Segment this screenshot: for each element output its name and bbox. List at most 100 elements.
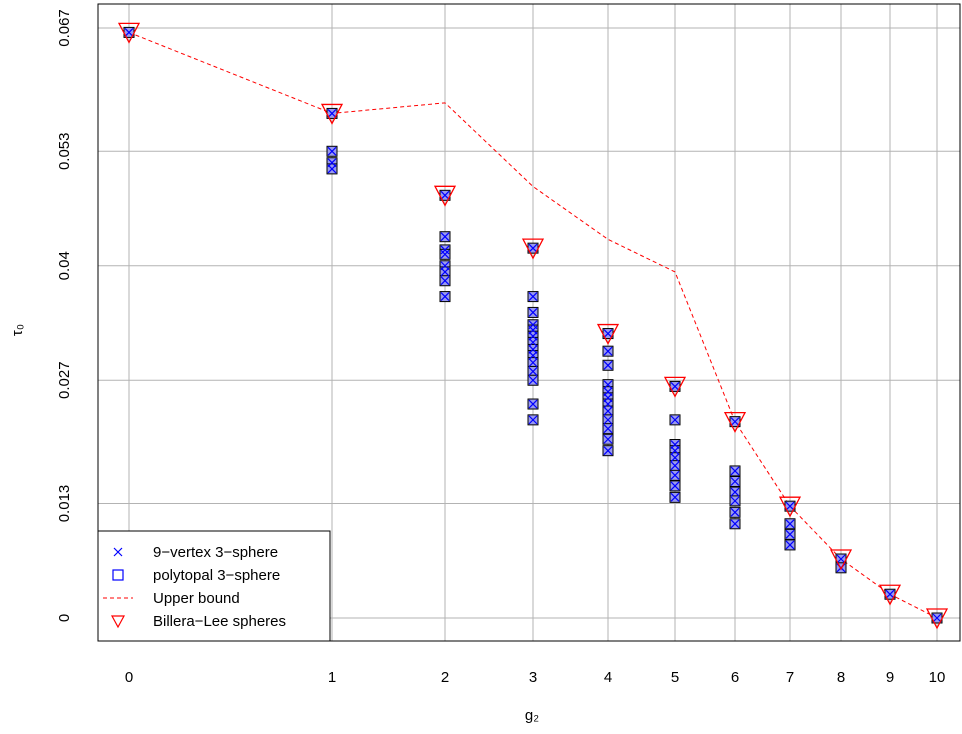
nine-vertex-point [440, 249, 450, 259]
nine-vertex-point [670, 415, 680, 425]
nine-vertex-point [730, 466, 740, 476]
nine-vertex-point [932, 613, 942, 623]
x-tick-label: 6 [731, 669, 739, 686]
nine-vertex-point [670, 470, 680, 480]
nine-vertex-point [440, 276, 450, 286]
x-tick-label: 2 [441, 669, 449, 686]
plot-border [97, 3, 961, 642]
nine-vertex-point [528, 375, 538, 385]
nine-vertex-point [528, 415, 538, 425]
nine-vertex-point [785, 529, 795, 539]
nine-vertex-point [730, 507, 740, 517]
nine-vertex-point [730, 487, 740, 497]
nine-vertex-point [327, 164, 337, 174]
y-tick-label: 0.013 [56, 485, 73, 523]
legend-label: Billera−Lee spheres [153, 613, 286, 630]
legend-label: Upper bound [153, 590, 240, 607]
billera-lee-point [778, 496, 802, 518]
nine-vertex-point [440, 190, 450, 200]
y-tick-label: 0.04 [56, 251, 73, 280]
nine-vertex-point [528, 292, 538, 302]
nine-vertex-point [670, 481, 680, 491]
nine-vertex-point [730, 477, 740, 486]
y-tick-label: 0.067 [56, 9, 73, 47]
x-tick-label: 7 [786, 669, 794, 686]
legend-symbol-square [112, 569, 124, 581]
nine-vertex-point [528, 337, 538, 347]
billera-lee-point [117, 22, 141, 44]
nine-vertex-point [603, 424, 613, 434]
billera-lee-point [829, 549, 853, 571]
legend-symbol [113, 547, 123, 557]
nine-vertex-point [528, 243, 538, 253]
legend-symbol [112, 569, 124, 581]
y-axis-label: τ₀ [9, 324, 26, 336]
x-tick-label: 1 [328, 669, 336, 686]
legend-symbol [110, 615, 126, 629]
billera-lee-point [723, 411, 747, 434]
x-tick-label: 4 [604, 669, 612, 686]
billera-lee-point [925, 608, 949, 630]
x-tick-label: 10 [929, 669, 946, 686]
x-axis-label: g₂ [525, 707, 539, 724]
nine-vertex-point [528, 308, 538, 317]
nine-vertex-point [603, 360, 613, 370]
x-axis-label-main: g₂ [525, 707, 539, 724]
nine-vertex-point [730, 496, 740, 506]
y-axis-label-main: τ₀ [9, 324, 26, 336]
legend-label: 9−vertex 3−sphere [153, 544, 278, 561]
nine-vertex-point [603, 329, 613, 338]
nine-vertex-point [440, 292, 450, 302]
nine-vertex-point [528, 367, 538, 376]
y-tick-label: 0 [56, 614, 73, 622]
y-tick-label: 0.053 [56, 133, 73, 171]
nine-vertex-point [785, 540, 795, 550]
upper-bound-line [128, 31, 938, 619]
nine-vertex-point [885, 589, 895, 599]
nine-vertex-point [440, 232, 450, 242]
nine-vertex-point [603, 406, 613, 416]
nine-vertex-point [327, 108, 337, 118]
x-tick-label: 8 [837, 669, 845, 686]
nine-vertex-point [785, 519, 795, 529]
nine-vertex-series [124, 27, 942, 623]
nine-vertex-point [528, 358, 538, 368]
nine-vertex-point [730, 417, 740, 427]
y-axis: 0 0.013 0.027 0.04 0.053 0.067 [56, 9, 73, 622]
nine-vertex-point [670, 446, 680, 456]
billera-lee-point [433, 185, 457, 207]
billera-lee-series [117, 22, 949, 630]
legend-box [97, 530, 331, 642]
nine-vertex-point [528, 399, 538, 409]
nine-vertex-point [440, 267, 450, 277]
nine-vertex-point [603, 434, 613, 444]
nine-vertex-point [603, 380, 613, 390]
nine-vertex-point [670, 453, 680, 463]
nine-vertex-point [670, 381, 680, 391]
nine-vertex-point [670, 461, 680, 471]
nine-vertex-point [670, 492, 680, 502]
billera-lee-point [320, 103, 344, 125]
legend: 9−vertex 3−sphere polytopal 3−sphere Upper… [97, 530, 331, 642]
legend-label: polytopal 3−sphere [153, 567, 280, 584]
billera-lee-point [521, 238, 545, 260]
x-tick-label: 5 [671, 669, 679, 686]
x-tick-label: 0 [125, 669, 133, 686]
x-axis: 0 1 2 3 4 5 6 7 8 9 10 [125, 669, 946, 686]
nine-vertex-point [603, 415, 613, 425]
data-layer [117, 22, 949, 630]
legend-symbol-triangle [110, 615, 126, 629]
x-tick-label: 3 [529, 669, 537, 686]
nine-vertex-point [603, 346, 613, 356]
nine-vertex-point [327, 146, 337, 156]
legend-symbol-x [113, 547, 123, 557]
nine-vertex-point [124, 27, 134, 37]
nine-vertex-point [836, 554, 846, 564]
x-tick-label: 9 [886, 669, 894, 686]
billera-lee-point [596, 323, 620, 345]
nine-vertex-point [603, 399, 613, 409]
y-tick-label: 0.027 [56, 361, 73, 399]
nine-vertex-point [603, 446, 613, 456]
nine-vertex-point [730, 519, 740, 529]
